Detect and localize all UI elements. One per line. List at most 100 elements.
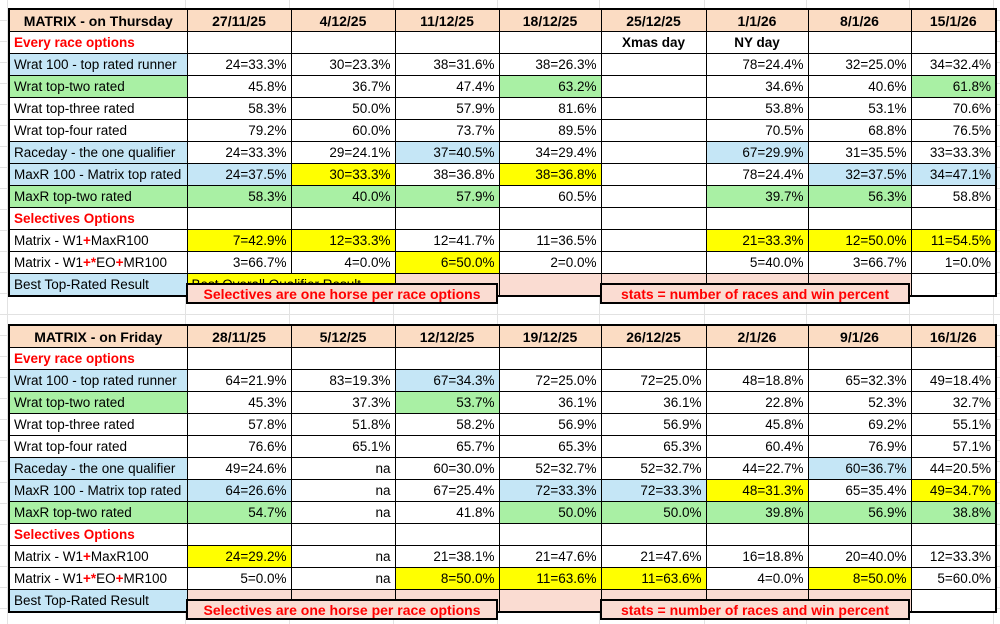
data-cell[interactable]: 21=47.6% — [600, 545, 707, 568]
data-cell[interactable]: na — [290, 501, 396, 524]
data-cell[interactable]: Xmas day — [600, 31, 707, 54]
data-cell[interactable]: 30=33.3% — [290, 163, 396, 186]
data-cell[interactable]: 30=23.3% — [290, 53, 396, 76]
data-cell[interactable]: 32=25.0% — [807, 53, 912, 76]
data-cell[interactable]: 29=24.1% — [290, 141, 396, 164]
section-label-cell[interactable]: Selectives Options — [8, 523, 188, 546]
data-cell[interactable]: 50.0% — [290, 97, 396, 120]
data-cell[interactable]: 45.8% — [705, 413, 809, 436]
data-cell[interactable]: 57.1% — [910, 435, 997, 458]
empty-cell[interactable] — [910, 347, 997, 370]
empty-cell[interactable] — [600, 119, 707, 142]
data-cell[interactable]: 51.8% — [290, 413, 396, 436]
empty-cell[interactable] — [498, 31, 602, 54]
empty-cell[interactable] — [600, 229, 707, 252]
data-cell[interactable]: 48=31.3% — [705, 479, 809, 502]
date-header-cell[interactable]: 28/11/25 — [186, 324, 292, 348]
data-cell[interactable]: na — [290, 567, 396, 590]
data-cell[interactable]: 72=33.3% — [498, 479, 602, 502]
date-header-cell[interactable]: 8/1/26 — [807, 8, 912, 32]
data-cell[interactable]: 65.3% — [600, 435, 707, 458]
section-label-cell[interactable]: Every race options — [8, 347, 188, 370]
data-cell[interactable]: 63.2% — [498, 75, 602, 98]
data-cell[interactable]: 3=66.7% — [186, 251, 292, 274]
data-cell[interactable]: 58.8% — [910, 185, 997, 208]
data-cell[interactable]: 72=25.0% — [600, 369, 707, 392]
empty-cell[interactable] — [394, 523, 500, 546]
empty-cell[interactable] — [498, 273, 602, 297]
date-header-cell[interactable]: 27/11/25 — [186, 8, 292, 32]
row-label-cell[interactable]: Wrat top-two rated — [8, 391, 188, 414]
data-cell[interactable]: 40.0% — [290, 185, 396, 208]
empty-cell[interactable] — [600, 97, 707, 120]
data-cell[interactable]: 22.8% — [705, 391, 809, 414]
row-label-cell[interactable]: Wrat 100 - top rated runner — [8, 369, 188, 392]
data-cell[interactable]: 11=36.5% — [498, 229, 602, 252]
row-label-cell[interactable]: Wrat 100 - top rated runner — [8, 53, 188, 76]
empty-cell[interactable] — [290, 523, 396, 546]
date-header-cell[interactable]: 2/1/26 — [705, 324, 809, 348]
empty-cell[interactable] — [186, 523, 292, 546]
data-cell[interactable]: 34=47.1% — [910, 163, 997, 186]
empty-cell[interactable] — [910, 589, 997, 613]
data-cell[interactable]: 52=32.7% — [600, 457, 707, 480]
date-header-cell[interactable]: 5/12/25 — [290, 324, 396, 348]
data-cell[interactable]: 24=33.3% — [186, 141, 292, 164]
data-cell[interactable]: 31=35.5% — [807, 141, 912, 164]
data-cell[interactable]: 37.3% — [290, 391, 396, 414]
data-cell[interactable]: 37=40.5% — [394, 141, 500, 164]
data-cell[interactable]: 11=54.5% — [910, 229, 997, 252]
data-cell[interactable]: 67=34.3% — [394, 369, 500, 392]
data-cell[interactable]: 33=33.3% — [910, 141, 997, 164]
date-header-cell[interactable]: 19/12/25 — [498, 324, 602, 348]
data-cell[interactable]: 5=40.0% — [705, 251, 809, 274]
data-cell[interactable]: 65.7% — [394, 435, 500, 458]
data-cell[interactable]: 8=50.0% — [394, 567, 500, 590]
data-cell[interactable]: 12=41.7% — [394, 229, 500, 252]
empty-cell[interactable] — [807, 347, 912, 370]
row-label-cell[interactable]: Wrat top-four rated — [8, 119, 188, 142]
empty-cell[interactable] — [498, 207, 602, 230]
data-cell[interactable]: 70.5% — [705, 119, 809, 142]
data-cell[interactable]: 12=50.0% — [807, 229, 912, 252]
stats-note-banner[interactable]: stats = number of races and win percent — [600, 599, 910, 620]
empty-cell[interactable] — [807, 207, 912, 230]
data-cell[interactable]: 34=32.4% — [910, 53, 997, 76]
empty-cell[interactable] — [498, 523, 602, 546]
data-cell[interactable]: 45.3% — [186, 391, 292, 414]
empty-cell[interactable] — [705, 523, 809, 546]
data-cell[interactable]: na — [290, 457, 396, 480]
data-cell[interactable]: 57.9% — [394, 185, 500, 208]
data-cell[interactable]: 38=36.8% — [498, 163, 602, 186]
data-cell[interactable]: 21=38.1% — [394, 545, 500, 568]
data-cell[interactable]: 38.8% — [910, 501, 997, 524]
data-cell[interactable]: 65.3% — [498, 435, 602, 458]
selectives-note-banner[interactable]: Selectives are one horse per race option… — [186, 599, 498, 620]
data-cell[interactable]: 52.3% — [807, 391, 912, 414]
data-cell[interactable]: 6=50.0% — [394, 251, 500, 274]
empty-cell[interactable] — [600, 163, 707, 186]
data-cell[interactable]: 57.9% — [394, 97, 500, 120]
data-cell[interactable]: 54.7% — [186, 501, 292, 524]
row-label-cell[interactable]: Best Top-Rated Result — [8, 589, 188, 613]
data-cell[interactable]: 53.1% — [807, 97, 912, 120]
data-cell[interactable]: 56.9% — [498, 413, 602, 436]
data-cell[interactable]: 48=18.8% — [705, 369, 809, 392]
selectives-note-banner[interactable]: Selectives are one horse per race option… — [186, 283, 498, 304]
data-cell[interactable]: 40.6% — [807, 75, 912, 98]
data-cell[interactable]: 47.4% — [394, 75, 500, 98]
data-cell[interactable]: 44=20.5% — [910, 457, 997, 480]
table-title-cell[interactable]: MATRIX - on Friday — [8, 324, 188, 348]
data-cell[interactable]: 56.9% — [807, 501, 912, 524]
data-cell[interactable]: 76.9% — [807, 435, 912, 458]
section-label-cell[interactable]: Every race options — [8, 31, 188, 54]
empty-cell[interactable] — [394, 347, 500, 370]
data-cell[interactable]: 5=0.0% — [186, 567, 292, 590]
data-cell[interactable]: 36.7% — [290, 75, 396, 98]
data-cell[interactable]: 50.0% — [498, 501, 602, 524]
data-cell[interactable]: 64=21.9% — [186, 369, 292, 392]
date-header-cell[interactable]: 15/1/26 — [910, 8, 997, 32]
data-cell[interactable]: 12=33.3% — [290, 229, 396, 252]
data-cell[interactable]: 64=26.6% — [186, 479, 292, 502]
data-cell[interactable]: 45.8% — [186, 75, 292, 98]
